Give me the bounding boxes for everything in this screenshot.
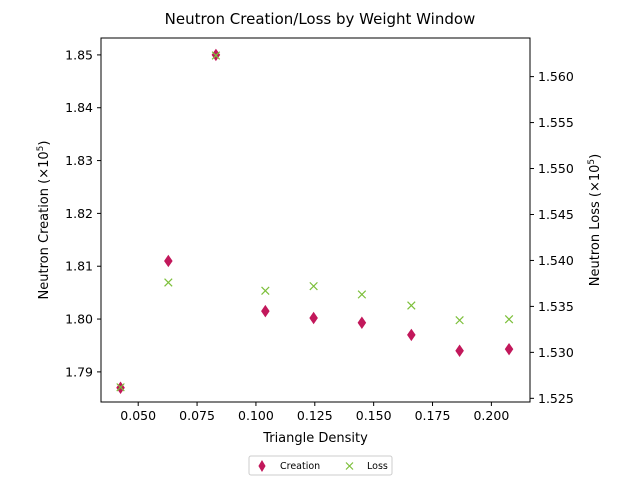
x-tick-label: 0.050 xyxy=(120,408,156,423)
right-y-axis-ticks: 1.525 1.530 1.535 1.540 1.545 1.550 1.555 1.560 xyxy=(530,69,574,406)
data-points xyxy=(116,48,514,394)
creation-point xyxy=(455,344,464,357)
x-tick-label: 0.075 xyxy=(179,408,215,423)
legend-loss-marker xyxy=(345,462,354,470)
right-y-tick-label: 1.535 xyxy=(538,299,574,314)
x-tick-label: 0.125 xyxy=(297,408,333,423)
right-y-label-exponent: 5 xyxy=(587,159,597,165)
left-y-axis-label: Neutron Creation (×105) xyxy=(36,141,52,300)
left-y-label-base: Neutron Creation (×10 xyxy=(37,151,52,299)
left-y-tick-label: 1.84 xyxy=(65,100,93,115)
left-y-tick-label: 1.81 xyxy=(65,259,93,274)
loss-point xyxy=(504,315,514,324)
legend: Creation Loss xyxy=(248,455,393,476)
loss-point xyxy=(455,315,464,325)
loss-point xyxy=(164,278,173,287)
right-y-tick-label: 1.545 xyxy=(538,207,574,222)
left-y-axis-ticks: 1.79 1.80 1.81 1.82 1.83 1.84 1.85 xyxy=(65,47,101,379)
creation-point xyxy=(504,342,514,356)
right-y-label-base: Neutron Loss (×10 xyxy=(588,165,603,287)
x-axis-ticks: 0.050 0.075 0.100 0.125 0.150 0.175 0.200 xyxy=(120,402,509,423)
right-y-tick-label: 1.560 xyxy=(538,69,574,84)
legend-frame xyxy=(248,455,393,476)
right-y-axis-label: Neutron Loss (×105) xyxy=(587,154,603,286)
plot-area xyxy=(100,37,531,403)
right-y-tick-label: 1.555 xyxy=(538,115,574,130)
creation-point xyxy=(309,311,318,325)
x-tick-label: 0.100 xyxy=(238,408,274,423)
creation-point xyxy=(407,328,416,342)
creation-point xyxy=(164,254,173,268)
x-tick-label: 0.150 xyxy=(356,408,392,423)
right-y-tick-label: 1.530 xyxy=(538,345,574,360)
right-y-tick-label: 1.525 xyxy=(538,391,574,406)
right-y-label-close: ) xyxy=(588,154,603,159)
creation-point xyxy=(357,316,367,329)
right-y-tick-label: 1.550 xyxy=(538,161,574,176)
left-y-tick-label: 1.79 xyxy=(65,364,93,379)
right-y-tick-label: 1.540 xyxy=(538,253,574,268)
legend-creation-marker xyxy=(258,460,266,472)
left-y-label-exponent: 5 xyxy=(36,146,46,152)
left-y-tick-label: 1.83 xyxy=(65,153,93,168)
left-y-tick-label: 1.82 xyxy=(65,206,93,221)
x-tick-label: 0.200 xyxy=(473,408,509,423)
legend-creation-label: Creation xyxy=(280,461,320,472)
loss-point xyxy=(211,51,221,60)
loss-point xyxy=(116,383,125,392)
left-y-tick-label: 1.85 xyxy=(65,47,93,62)
chart-title: Neutron Creation/Loss by Weight Window xyxy=(165,10,476,28)
loss-point xyxy=(309,281,318,291)
loss-point xyxy=(261,286,270,296)
loss-point xyxy=(407,301,416,310)
x-axis-label: Triangle Density xyxy=(262,431,368,446)
left-y-tick-label: 1.80 xyxy=(65,312,93,327)
legend-loss-label: Loss xyxy=(367,461,388,472)
x-tick-label: 0.175 xyxy=(415,408,451,423)
loss-point xyxy=(357,290,367,299)
left-y-label-close: ) xyxy=(37,141,52,146)
creation-point xyxy=(261,304,270,318)
